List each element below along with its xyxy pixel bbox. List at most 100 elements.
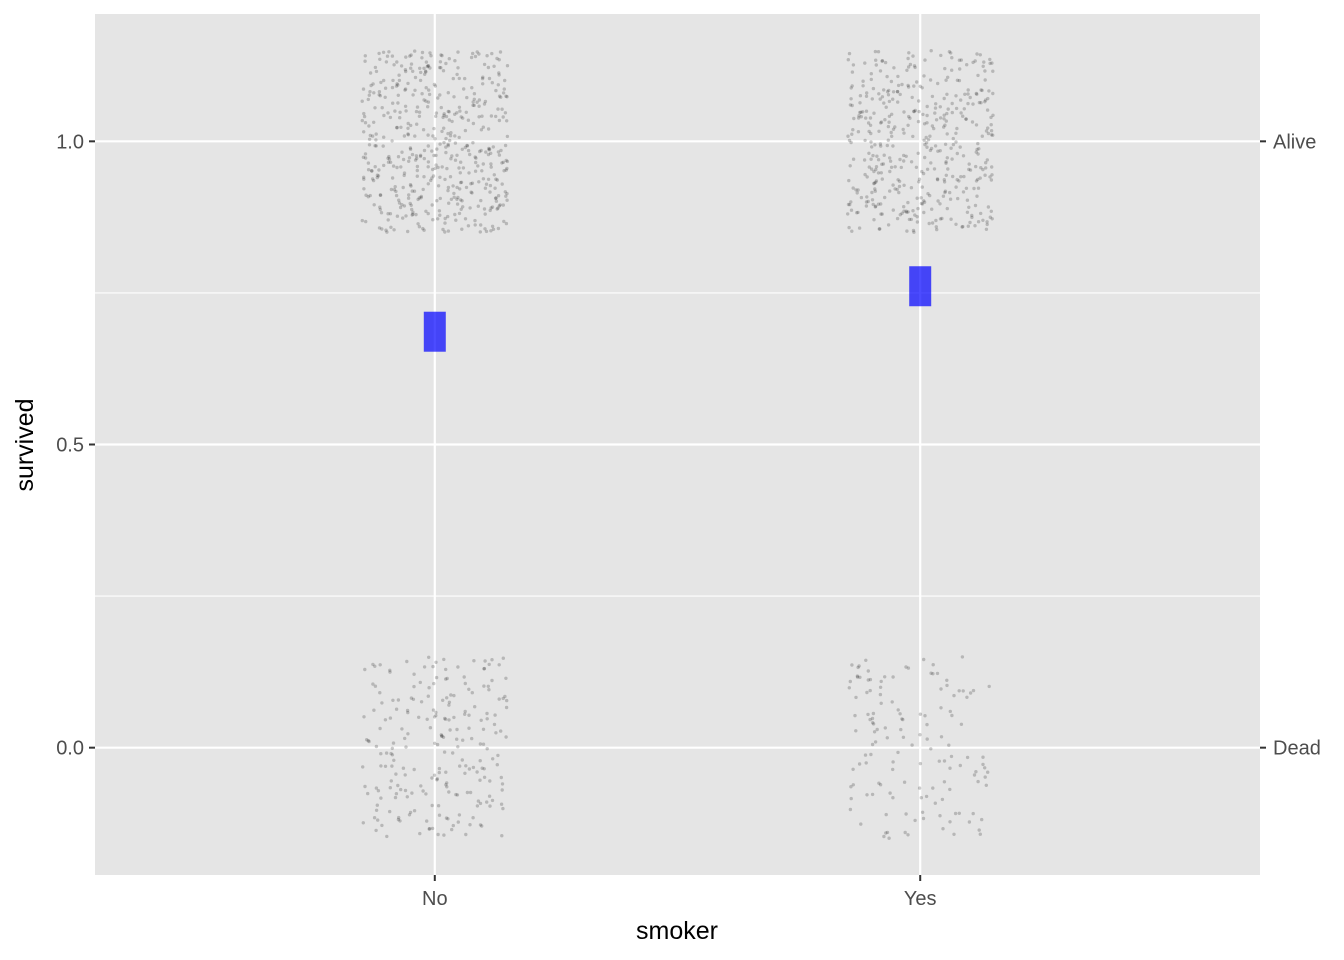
data-point	[879, 202, 883, 206]
data-point	[388, 212, 393, 216]
data-point	[945, 132, 949, 136]
data-point	[485, 711, 489, 716]
data-point	[418, 154, 423, 159]
data-point	[420, 92, 424, 96]
data-point	[366, 161, 371, 165]
data-point	[863, 61, 867, 65]
data-point	[918, 84, 922, 89]
data-point	[360, 118, 364, 123]
data-point	[975, 92, 979, 96]
data-point	[459, 198, 463, 202]
data-point	[923, 142, 927, 147]
data-point	[479, 718, 483, 722]
data-point	[870, 145, 874, 149]
data-point	[950, 157, 954, 161]
data-point	[450, 119, 454, 124]
data-point	[416, 222, 420, 226]
data-point	[868, 677, 873, 682]
data-point	[910, 743, 914, 747]
data-point	[891, 127, 896, 131]
data-point	[442, 113, 446, 118]
data-point	[406, 710, 410, 715]
data-point	[912, 230, 916, 234]
data-point	[421, 226, 425, 231]
data-point	[930, 124, 935, 128]
data-point	[945, 206, 949, 211]
data-point	[505, 166, 509, 171]
data-point	[925, 167, 930, 171]
data-point	[866, 121, 871, 125]
data-point	[410, 213, 414, 217]
data-point	[972, 186, 976, 191]
data-point	[964, 186, 969, 190]
data-point	[896, 750, 900, 755]
data-point	[424, 60, 429, 64]
data-point	[399, 787, 403, 792]
data-point	[388, 668, 392, 672]
data-point	[482, 667, 486, 671]
data-point	[403, 87, 408, 91]
data-point	[962, 107, 966, 111]
data-point	[928, 193, 932, 198]
data-point	[485, 717, 489, 721]
data-point	[917, 180, 921, 184]
data-point	[869, 72, 873, 76]
data-point	[392, 63, 396, 67]
data-point	[933, 801, 937, 805]
data-point	[495, 207, 499, 211]
data-point	[501, 806, 505, 811]
data-point	[367, 124, 371, 128]
data-point	[868, 123, 873, 128]
data-point	[490, 224, 495, 228]
data-point	[919, 201, 924, 206]
data-point	[362, 715, 366, 719]
data-point	[865, 690, 869, 695]
data-point	[477, 52, 481, 56]
data-point	[955, 178, 959, 182]
data-point	[856, 116, 861, 120]
data-point	[501, 115, 505, 119]
data-point	[405, 708, 410, 713]
data-point	[928, 148, 933, 153]
data-point	[398, 205, 403, 210]
data-point	[887, 120, 891, 124]
data-point	[942, 780, 947, 784]
data-point	[430, 149, 434, 153]
data-point	[976, 186, 981, 190]
data-point	[431, 708, 436, 712]
data-point	[401, 157, 406, 162]
data-point	[440, 53, 444, 58]
data-point	[445, 166, 449, 171]
data-point	[368, 193, 372, 198]
data-point	[481, 82, 485, 86]
data-point	[380, 701, 384, 705]
data-point	[897, 190, 901, 195]
data-point	[453, 141, 458, 145]
data-point	[846, 212, 850, 216]
data-point	[872, 111, 876, 115]
data-point	[846, 134, 850, 138]
data-point	[408, 147, 413, 151]
data-point	[906, 123, 910, 128]
data-point	[981, 64, 985, 69]
data-point	[975, 52, 979, 56]
data-point	[464, 764, 468, 768]
data-point	[990, 61, 994, 65]
data-point	[965, 62, 969, 67]
data-point	[477, 180, 481, 184]
data-point	[991, 91, 995, 96]
data-point	[496, 753, 500, 758]
data-point	[965, 198, 970, 202]
data-point	[882, 153, 886, 157]
data-point	[876, 202, 881, 206]
data-point	[912, 64, 917, 68]
data-point	[415, 122, 419, 126]
data-point	[884, 831, 888, 835]
data-point	[372, 91, 376, 95]
data-point	[396, 83, 400, 87]
data-point	[394, 193, 399, 198]
data-point	[471, 816, 475, 820]
data-point	[959, 722, 964, 726]
data-point	[898, 213, 902, 217]
data-point	[374, 828, 378, 833]
